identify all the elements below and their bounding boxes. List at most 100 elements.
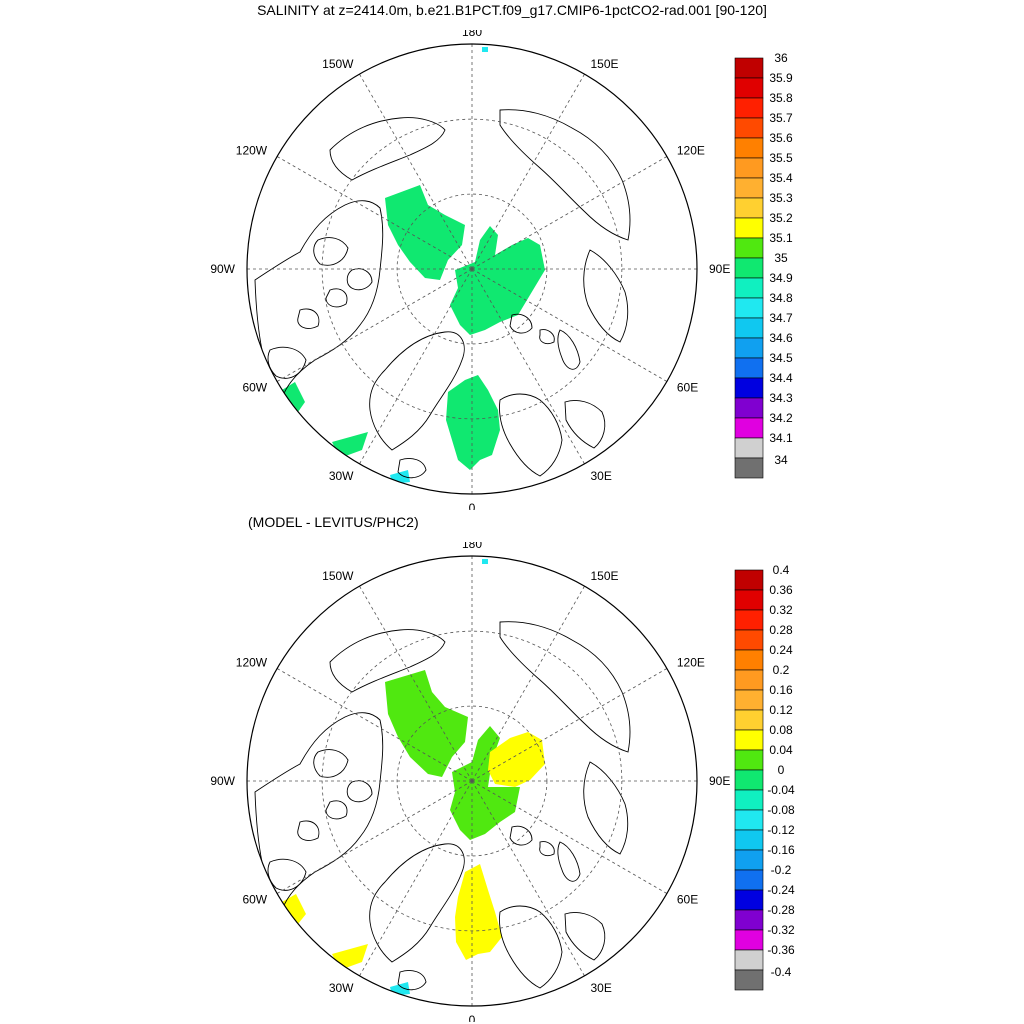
map-label-sw1: 60W [242, 381, 267, 395]
colorbar-swatch-10 [734, 257, 764, 279]
colorbar-label-17: 34.3 [769, 391, 793, 405]
map-label-nw2: 120W [236, 144, 268, 158]
colorbar-label-16: -0.24 [767, 883, 795, 897]
difference-subtitle: (MODEL - LEVITUS/PHC2) [248, 514, 419, 530]
meridian-300 [276, 668, 473, 782]
colorbar-label-3: 0.28 [769, 623, 793, 637]
map-label-ne1: 150E [591, 569, 619, 583]
colorbar-swatch-13 [734, 829, 764, 851]
map-label-se1: 60E [677, 381, 698, 395]
colorbar-label-12: -0.08 [767, 803, 795, 817]
bottom-map-content: 180 0 90W 90E 150W 150E 120W 120E 60W 60E 30W 30E [210, 542, 730, 1022]
colorbar-swatch-12 [734, 809, 764, 831]
coastline-6 [329, 117, 446, 181]
map-label-nw1: 150W [322, 57, 354, 71]
colorbar-swatch-17 [734, 397, 764, 419]
colorbar-swatch-4 [734, 649, 764, 671]
colorbar-label-20: -0.4 [771, 965, 792, 979]
map-label-ne2: 120E [677, 144, 705, 158]
colorbar-swatch-20 [734, 457, 764, 479]
colorbar-swatch-9 [734, 237, 764, 259]
colorbar-swatch-1 [734, 77, 764, 99]
coastline-13 [557, 841, 581, 882]
map-label-se1: 60E [677, 893, 698, 907]
map-label-north: 180 [462, 30, 482, 39]
colorbar-label-9: 35.1 [769, 231, 793, 245]
lat-circle-1 [321, 630, 623, 932]
coastline-4 [325, 288, 348, 308]
colorbar-swatch-7 [734, 709, 764, 731]
colorbar-swatch-6 [734, 689, 764, 711]
top-map-content: 180 0 90W 90E 150W 150E 120W 120E 60W 60E 30W 30E [210, 30, 730, 510]
colorbar-label-2: 0.32 [769, 603, 793, 617]
coastline-5 [297, 820, 320, 841]
meridian-60 [471, 668, 668, 782]
colorbar-label-11: 34.9 [769, 271, 793, 285]
top-colorbar: 36 35.9 35.8 35.7 35.6 35.5 35.4 35.3 35.2 35.1 35… [734, 51, 793, 479]
data-region-top-edge [482, 47, 488, 52]
colorbar-swatch-3 [734, 117, 764, 139]
bottom-colorbar: 0.4 0.36 0.32 0.28 0.24 0.2 0.16 0.12 0.08 0.04 0 -… [734, 563, 795, 991]
colorbar-swatch-3 [734, 629, 764, 651]
colorbar-label-3: 35.7 [769, 111, 793, 125]
data-region-4 [332, 432, 368, 458]
colorbar-label-20: 34 [774, 453, 788, 467]
figure-title: SALINITY at z=2414.0m, b.e21.B1PCT.f09_g… [257, 2, 767, 18]
data-region-2 [446, 375, 500, 470]
map-label-south: 0 [469, 1013, 476, 1022]
top-polar-map: 180 0 90W 90E 150W 150E 120W 120E 60W 60E 30W 30E 3… [210, 30, 793, 510]
colorbar-label-16: 34.4 [769, 371, 793, 385]
colorbar-label-14: -0.16 [767, 843, 795, 857]
colorbar-swatch-2 [734, 609, 764, 631]
colorbar-swatch-16 [734, 889, 764, 911]
coastline-11 [509, 313, 533, 334]
colorbar-label-2: 35.8 [769, 91, 793, 105]
colorbar-label-7: 0.12 [769, 703, 793, 717]
colorbar-label-1: 0.36 [769, 583, 793, 597]
meridian-240 [276, 268, 473, 382]
coastline-8 [583, 761, 629, 855]
map-label-ne2: 120E [677, 656, 705, 670]
map-label-se2: 30E [591, 981, 612, 995]
map-label-sw2: 30W [329, 981, 354, 995]
coastline-14 [397, 970, 427, 991]
coastline-11 [509, 825, 533, 846]
colorbar-label-19: 34.1 [769, 431, 793, 445]
coastline-14 [397, 458, 427, 479]
meridian-210 [359, 780, 473, 977]
colorbar-label-9: 0.04 [769, 743, 793, 757]
meridian-120 [471, 268, 668, 382]
colorbar-label-13: -0.12 [767, 823, 795, 837]
colorbar-swatch-19 [734, 949, 764, 971]
colorbar-label-4: 0.24 [769, 643, 793, 657]
colorbar-label-15: 34.5 [769, 351, 793, 365]
colorbar-label-12: 34.8 [769, 291, 793, 305]
colorbar-label-5: 35.5 [769, 151, 793, 165]
coastline-10 [564, 400, 606, 449]
colorbar-swatch-4 [734, 137, 764, 159]
map-label-west: 90W [210, 774, 235, 788]
colorbar-swatch-12 [734, 297, 764, 319]
meridian-120 [471, 780, 668, 894]
data-region-3 [282, 382, 305, 412]
map-label-east: 90E [709, 774, 730, 788]
data-region-0 [385, 670, 468, 777]
coastline-12 [539, 329, 555, 345]
colorbar-label-0: 0.4 [773, 563, 790, 577]
data-region-1 [450, 726, 520, 840]
coastline-6 [329, 629, 446, 693]
map-label-nw2: 120W [236, 656, 268, 670]
bottom-polar-map: 180 0 90W 90E 150W 150E 120W 120E 60W 60E 30W 30E 0… [210, 542, 795, 1022]
coastline-3 [346, 780, 373, 803]
colorbar-label-18: -0.32 [767, 923, 795, 937]
colorbar-label-19: -0.36 [767, 943, 795, 957]
colorbar-swatch-16 [734, 377, 764, 399]
colorbar-label-17: -0.28 [767, 903, 795, 917]
colorbar-swatch-14 [734, 849, 764, 871]
map-label-nw1: 150W [322, 569, 354, 583]
colorbar-label-13: 34.7 [769, 311, 793, 325]
colorbar-swatch-11 [734, 277, 764, 299]
data-region-high-3 [332, 944, 368, 970]
colorbar-label-11: -0.04 [767, 783, 795, 797]
colorbar-swatch-13 [734, 317, 764, 339]
